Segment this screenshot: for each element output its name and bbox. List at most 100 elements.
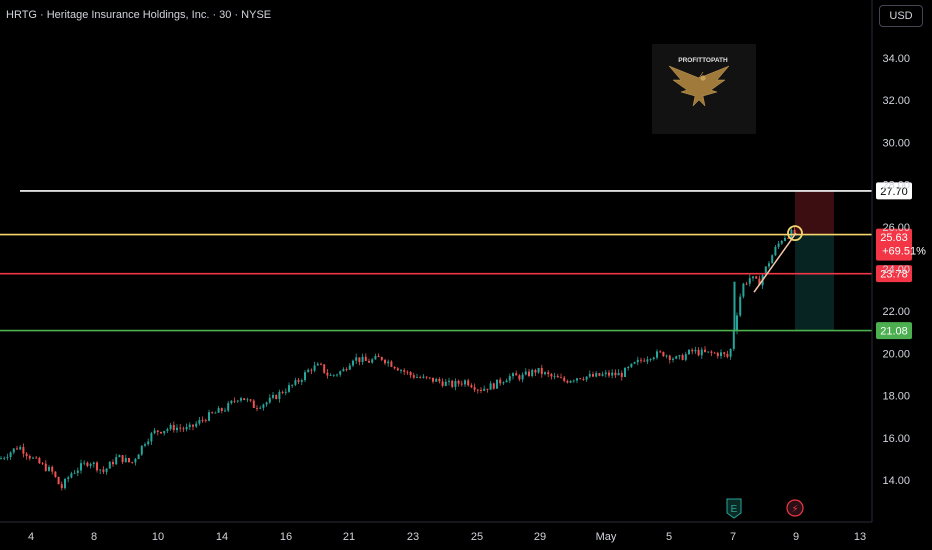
- candle: [160, 431, 162, 434]
- candle-body: [553, 375, 556, 377]
- candle-body: [12, 448, 15, 453]
- candle-body: [579, 378, 582, 380]
- earnings-icon: E: [726, 498, 742, 519]
- candle-body: [467, 380, 470, 386]
- candle: [496, 379, 498, 389]
- x-axis[interactable]: 4 8 10 14 16 21 23 25 29 May 5 7 9 13: [0, 521, 872, 543]
- candle-body: [393, 366, 396, 369]
- candle: [121, 455, 124, 465]
- currency-button[interactable]: USD: [879, 5, 923, 27]
- x-tick-label: 23: [407, 531, 419, 543]
- candle-body: [211, 412, 214, 414]
- candle-body: [505, 380, 508, 383]
- candle-body: [729, 348, 732, 357]
- candle: [604, 369, 607, 378]
- candle: [182, 426, 185, 432]
- candle-body: [569, 380, 572, 383]
- candle-body: [496, 379, 498, 389]
- candle: [179, 424, 182, 432]
- trend-line-segment: [753, 232, 797, 293]
- candle-body: [556, 375, 559, 378]
- candle: [457, 379, 460, 387]
- candle-body: [204, 420, 207, 421]
- candle: [371, 357, 374, 364]
- lightning-icon: ⚡: [786, 499, 804, 517]
- candle-body: [208, 412, 210, 421]
- candle-body: [25, 453, 28, 457]
- candle-body: [473, 387, 476, 390]
- candle-body: [147, 441, 150, 445]
- candle: [12, 448, 15, 455]
- candle: [521, 372, 524, 383]
- candle: [627, 366, 630, 371]
- candle: [124, 454, 127, 463]
- candle-body: [160, 431, 162, 434]
- candle: [652, 356, 655, 361]
- candle-body: [35, 457, 38, 459]
- candle-body: [76, 470, 79, 473]
- candle: [380, 356, 383, 362]
- candle: [112, 459, 114, 467]
- candle: [665, 354, 668, 359]
- candle-body: [640, 359, 642, 361]
- candle-body: [92, 462, 95, 465]
- candle: [441, 378, 444, 388]
- candle-body: [6, 457, 9, 458]
- candle-body: [307, 369, 310, 373]
- candle-body: [41, 463, 44, 465]
- candle: [700, 347, 703, 359]
- candle: [131, 461, 134, 464]
- candle-body: [544, 372, 546, 375]
- candle-body: [710, 351, 713, 353]
- candle: [592, 371, 594, 378]
- candle: [729, 348, 732, 360]
- candle-body: [96, 462, 98, 471]
- candle: [790, 228, 793, 239]
- horizontal-levels[interactable]: 27.70 25.63 +69.51% 23.78 21.08: [0, 182, 926, 340]
- candle: [25, 451, 28, 460]
- candle: [406, 370, 409, 375]
- candle-body: [163, 430, 166, 434]
- candle-body: [764, 266, 767, 276]
- position-tool[interactable]: [795, 190, 834, 331]
- candle-body: [547, 372, 550, 375]
- candle-body: [121, 455, 124, 463]
- candle: [470, 383, 473, 389]
- candle-body: [51, 466, 54, 472]
- candle: [275, 394, 278, 400]
- y-axis[interactable]: 14.00 16.00 18.00 20.00 22.00 24.00 26.00 28.00…: [871, 0, 910, 522]
- candle-body: [284, 391, 287, 393]
- candle-body: [691, 349, 694, 352]
- candle: [454, 378, 457, 391]
- candle-body: [630, 363, 633, 368]
- candle-body: [124, 458, 127, 463]
- candle: [464, 379, 466, 387]
- trend-line[interactable]: [753, 225, 803, 293]
- candle: [540, 364, 543, 378]
- candle: [569, 380, 572, 384]
- candle-body: [201, 419, 204, 421]
- candle: [272, 391, 274, 400]
- candle-body: [48, 466, 50, 471]
- candle: [713, 351, 716, 354]
- candle-body: [332, 374, 335, 376]
- candle-body: [435, 378, 438, 382]
- candle: [780, 239, 783, 245]
- candle: [16, 445, 18, 451]
- candle: [19, 445, 22, 451]
- candle: [688, 349, 690, 355]
- candle: [259, 405, 262, 410]
- event-markers[interactable]: E ⚡: [726, 498, 804, 519]
- candle: [9, 451, 12, 461]
- candle-body: [83, 462, 86, 464]
- candle-body: [192, 424, 194, 427]
- candle: [358, 357, 361, 366]
- y-tick-label: 32.00: [882, 95, 910, 107]
- candle-body: [531, 369, 534, 376]
- candle: [643, 357, 646, 363]
- candle: [528, 369, 530, 378]
- candle: [611, 369, 614, 379]
- candle: [265, 401, 268, 407]
- candle-body: [627, 367, 630, 368]
